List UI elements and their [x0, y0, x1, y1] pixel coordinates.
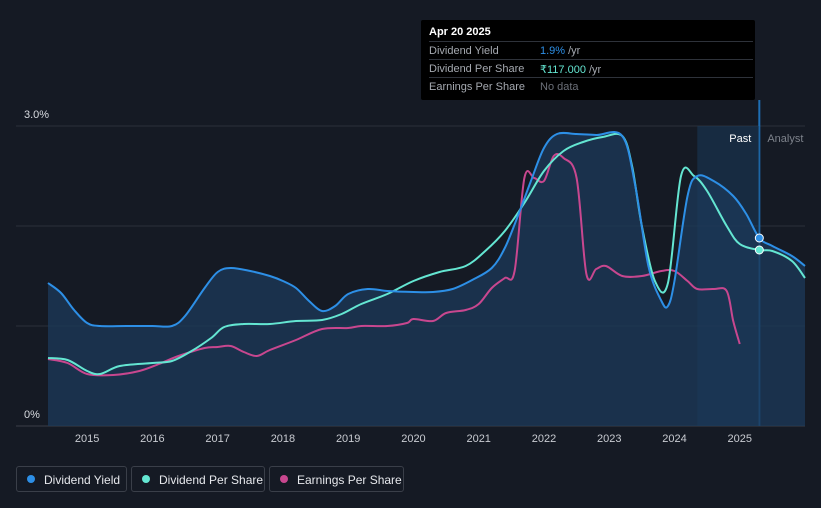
- legend-dividend-yield[interactable]: Dividend Yield: [16, 466, 127, 492]
- y-tick-label: 0%: [24, 409, 40, 421]
- y-tick-label: 3.0%: [24, 109, 49, 121]
- axis-labels: 3.0% 0% 2015 2016 2017 2018 2019 2020 2021 2022 20…: [24, 109, 752, 445]
- dividend-per-share-line: [47, 132, 806, 376]
- tooltip-unit: /yr: [568, 45, 581, 57]
- analyst-label: Analyst: [767, 133, 803, 145]
- tooltip-label: Dividend Yield: [429, 45, 499, 57]
- dividend-yield-area: [48, 132, 805, 426]
- legend-dot-icon: [280, 475, 288, 483]
- x-tick-label: 2025: [727, 433, 751, 445]
- tooltip-value: 1.9%/yr: [540, 45, 580, 57]
- tooltip-row-dividend-yield: Dividend Yield 1.9%/yr: [429, 41, 753, 60]
- series-lines: [47, 131, 806, 377]
- tooltip-label: Dividend Per Share: [429, 63, 525, 75]
- tooltip-value-text: ₹117.000: [540, 64, 586, 76]
- legend-label: Dividend Per Share: [159, 473, 264, 487]
- tooltip-row-dividend-per-share: Dividend Per Share ₹117.000/yr: [429, 59, 753, 78]
- x-tick-label: 2017: [205, 433, 229, 445]
- tooltip-unit: /yr: [588, 64, 602, 76]
- x-tick-label: 2020: [401, 433, 425, 445]
- x-tick-label: 2019: [336, 433, 360, 445]
- legend-label: Dividend Yield: [44, 473, 121, 487]
- x-tick-label: 2023: [597, 433, 621, 445]
- hover-tooltip: Apr 20 2025 Dividend Yield 1.9%/yr Divid…: [421, 20, 755, 100]
- legend-dot-icon: [142, 475, 150, 483]
- tooltip-label: Earnings Per Share: [429, 81, 525, 93]
- legend-earnings-per-share[interactable]: Earnings Per Share: [269, 466, 404, 492]
- legend-dot-icon: [27, 475, 35, 483]
- tooltip-value: No data: [540, 81, 579, 93]
- legend-label: Earnings Per Share: [297, 473, 402, 487]
- tooltip-value-text: 1.9%: [540, 45, 566, 57]
- tooltip-date: Apr 20 2025: [429, 26, 491, 38]
- legend-dividend-per-share[interactable]: Dividend Per Share: [131, 466, 265, 492]
- tooltip-value: ₹117.000/yr: [540, 63, 601, 76]
- x-tick-label: 2021: [466, 433, 490, 445]
- past-label: Past: [729, 133, 751, 145]
- x-tick-label: 2016: [140, 433, 164, 445]
- dividend-yield-line: [47, 131, 806, 328]
- x-tick-label: 2015: [75, 433, 99, 445]
- tooltip-value-text: No data: [540, 81, 579, 93]
- x-tick-label: 2024: [662, 433, 686, 445]
- dividend-yield-area-fill: [48, 132, 805, 426]
- x-tick-label: 2018: [271, 433, 295, 445]
- tooltip-row-earnings-per-share: Earnings Per Share No data: [429, 77, 753, 96]
- dividend-yield-marker: [754, 233, 764, 243]
- x-tick-label: 2022: [532, 433, 556, 445]
- dividend-per-share-marker: [754, 245, 764, 255]
- hover-markers: [754, 233, 764, 255]
